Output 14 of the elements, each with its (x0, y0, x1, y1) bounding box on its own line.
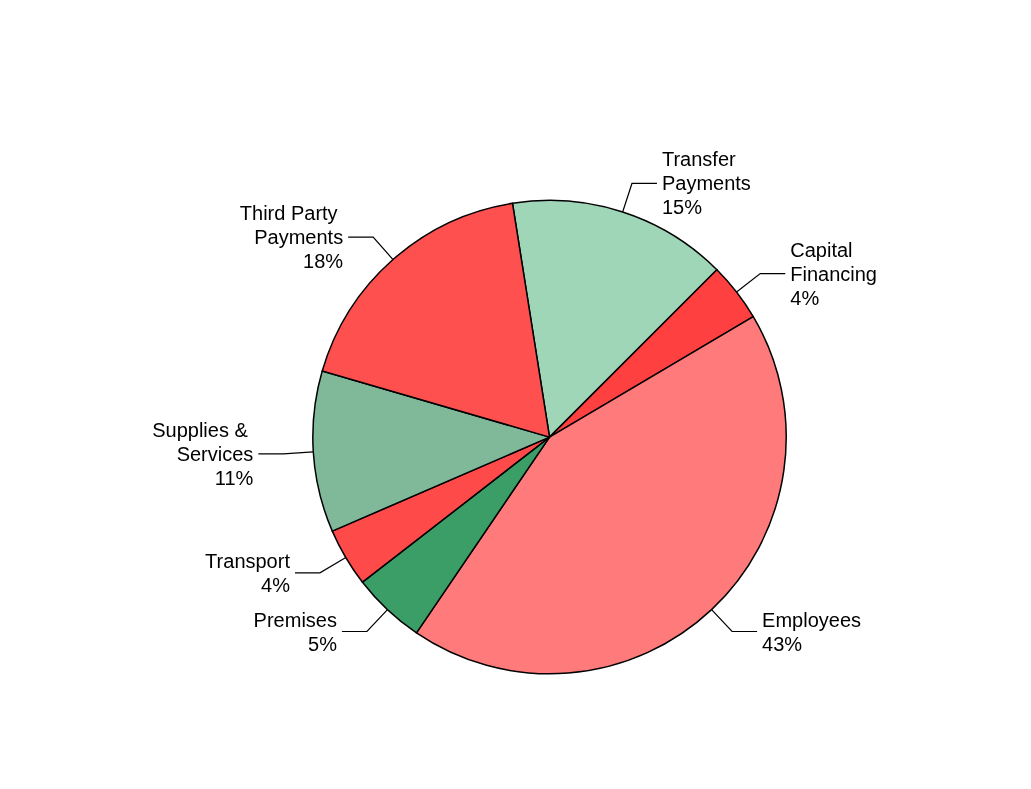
slice-label: Third Party Payments (239, 202, 344, 249)
data-label: 4% (790, 286, 820, 309)
data-label: 18% (303, 250, 344, 273)
slice-label: Capital Financing (790, 238, 877, 285)
data-label: 43% (762, 632, 803, 655)
slice-label: Transport (205, 549, 291, 572)
data-label: 11% (214, 466, 254, 489)
slice-label: Employees (762, 608, 862, 631)
slice-label: Supplies & Services (152, 418, 254, 465)
data-label: 15% (661, 196, 703, 219)
slice-label: Transfer Payments (661, 148, 751, 195)
data-label: 5% (308, 632, 338, 655)
slice-label: Premises (253, 608, 337, 631)
data-label: 4% (261, 573, 291, 596)
